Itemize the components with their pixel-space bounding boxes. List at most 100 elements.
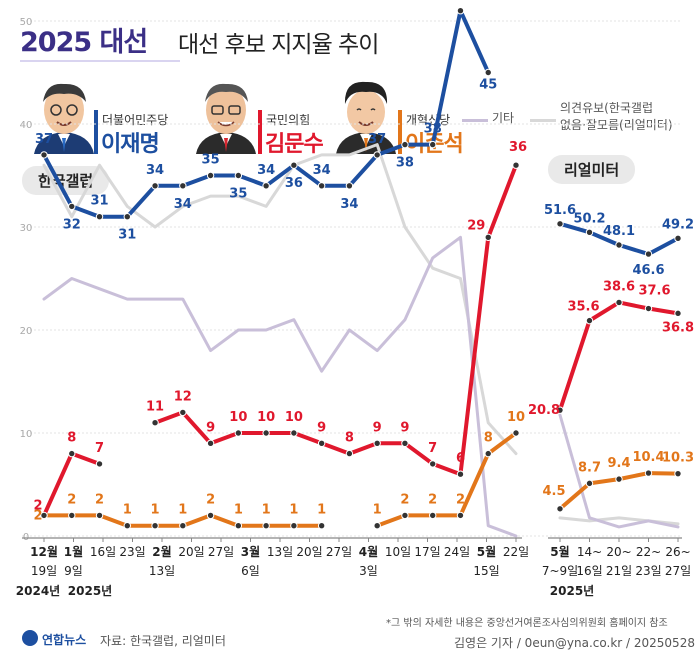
legend-undecided-swatch — [530, 119, 556, 122]
gallup-lee_jm-point-12 — [373, 151, 381, 159]
gallup-x-sublabel-1: 9일 — [64, 564, 83, 578]
gallup-kim-label-0: 2 — [33, 498, 42, 513]
gallup-kim-label-13: 9 — [400, 420, 409, 435]
gallup-kim-point-9 — [290, 429, 298, 437]
gallup-lee_js-label-9: 1 — [289, 503, 298, 518]
gallup-lee_jm-point-4 — [151, 182, 159, 190]
realmeter-kim-point-4 — [674, 309, 682, 318]
kim-color-bar — [258, 110, 262, 154]
lee-jm-color-bar — [94, 110, 98, 154]
title-year: 2025 대선 — [20, 27, 148, 58]
gallup-other-line-0 — [42, 235, 518, 538]
gallup-lee_js-label-15: 2 — [456, 492, 465, 507]
gallup-kim-label-2: 7 — [95, 441, 104, 456]
gallup-kim-point-17 — [512, 161, 520, 169]
gallup-lee_jm-label-11: 34 — [340, 197, 358, 212]
realmeter-lee_js-point-4 — [674, 469, 682, 478]
realmeter-x-sublabel-0: 7~9일 — [542, 564, 578, 578]
gallup-lee_js-point-13 — [401, 511, 409, 520]
realmeter-x-label-2: 20~ — [606, 545, 631, 559]
gallup-kim-point-4 — [151, 419, 159, 427]
realmeter-kim-point-0 — [556, 406, 564, 414]
gallup-x-label-7: 3월 — [241, 544, 260, 559]
gallup-kim-label-6: 9 — [206, 420, 215, 435]
gallup-lee_js-point-14 — [429, 511, 437, 520]
gallup-lee_jm-point-10 — [317, 182, 326, 190]
gallup-lee_js-label-14: 2 — [428, 492, 437, 507]
gallup-kim-label-17: 36 — [509, 140, 527, 155]
legend-undecided-line2: 없음·잘모름(리얼미터) — [560, 118, 673, 132]
realmeter-kim-label-0: 20.8 — [528, 403, 560, 418]
y-tick-40: 40 — [20, 120, 33, 131]
gallup-lee_js-label-7: 1 — [234, 503, 243, 518]
gallup-x-label-8: 13일 — [267, 545, 293, 559]
realmeter-x-label-4: 26~ — [665, 545, 690, 559]
candidate-lee-jm: 이재명 — [101, 132, 160, 157]
gallup-kim-point-10 — [317, 439, 326, 447]
gallup-x-label-16: 22일 — [503, 545, 529, 559]
realmeter-other-line-0 — [558, 413, 680, 529]
gallup-kim-point-6 — [206, 439, 215, 447]
gallup-kim-point-8 — [262, 429, 270, 437]
gallup-kim-point-0 — [40, 511, 48, 520]
gallup-lee_js-point-10 — [317, 522, 326, 530]
gallup-kim-point-2 — [95, 460, 104, 468]
credit-text: 김영은 기자 / 0eun@yna.co.kr / 20250528 — [454, 636, 695, 650]
realmeter-lee_jm-label-2: 48.1 — [603, 224, 635, 239]
realmeter-x-label-1: 14~ — [577, 545, 602, 559]
gallup-lee_jm-label-4: 34 — [146, 163, 164, 178]
gallup-kim-point-1 — [68, 449, 76, 458]
gallup-lee_js-label-2: 2 — [95, 492, 104, 507]
gallup-x-label-9: 20일 — [296, 545, 322, 559]
gallup-lee_js-point-3 — [123, 522, 131, 530]
realmeter-kim-point-2 — [615, 298, 623, 307]
gallup-x-sublabel-4: 13일 — [149, 564, 175, 578]
realmeter-lee_js-label-3: 10.4 — [632, 450, 664, 465]
gallup-x-label-0: 12월 — [30, 544, 58, 559]
gallup-lee_js-label-4: 1 — [151, 503, 160, 518]
realmeter-lee_jm-label-1: 50.2 — [573, 211, 605, 226]
gallup-kim-point-5 — [179, 408, 187, 417]
gallup-lee_js-point-7 — [234, 522, 243, 530]
realmeter-x-label-3: 22~ — [636, 545, 661, 559]
lee-jae-myung-portrait — [34, 83, 94, 154]
section-realmeter: 리얼미터 — [548, 155, 636, 184]
gallup-lee_js-label-6: 2 — [206, 492, 215, 507]
gallup-lee_jm-label-0: 37 — [35, 132, 53, 147]
realmeter-x-sublabel-3: 23일 — [635, 564, 661, 578]
gallup-lee_js-point-4 — [151, 522, 159, 530]
gallup-kim-label-9: 10 — [285, 410, 303, 425]
yonhap-logo-icon — [22, 630, 38, 646]
gallup-lee_jm-point-11 — [345, 182, 354, 190]
gallup-lee_jm-label-8: 34 — [257, 163, 275, 178]
realmeter-lee_jm-point-2 — [615, 241, 623, 249]
gallup-lee_js-label-13: 2 — [400, 492, 409, 507]
gallup-lee_js-label-12: 1 — [373, 503, 382, 518]
gallup-lee_jm-label-12: 37 — [368, 132, 386, 147]
gallup-kim-point-13 — [401, 439, 409, 447]
gallup-kim-label-5: 12 — [174, 389, 192, 404]
legend-other: 기타 — [492, 111, 515, 125]
gallup-lee_js-point-2 — [95, 511, 104, 520]
gallup-lee_js-label-17: 10 — [507, 410, 525, 425]
gallup-lee_jm-point-0 — [40, 151, 48, 159]
gallup-lee_jm-label-5: 34 — [174, 197, 192, 212]
gallup-x-label-4: 2월 — [152, 544, 171, 559]
gallup-lee_js-point-8 — [262, 522, 270, 530]
gallup-lee_jm-point-7 — [234, 171, 243, 180]
gallup-lee_js-point-6 — [206, 511, 215, 520]
y-tick-10: 10 — [20, 429, 33, 440]
gallup-kim-line-1 — [153, 163, 518, 477]
gallup-x-label-10: 27일 — [326, 545, 352, 559]
gallup-lee_jm-point-15 — [456, 7, 465, 15]
gallup-kim-label-11: 8 — [345, 431, 354, 446]
realmeter-lee_js-label-0: 4.5 — [542, 484, 565, 499]
realmeter-kim-point-3 — [644, 304, 653, 313]
realmeter-kim-label-2: 38.6 — [603, 279, 635, 294]
gallup-kim-label-8: 10 — [257, 410, 275, 425]
gallup-lee_js-point-9 — [290, 522, 298, 530]
realmeter-kim-line-0 — [558, 300, 680, 413]
realmeter-lee_js-point-2 — [615, 475, 623, 483]
realmeter-lee_jm-label-4: 49.2 — [662, 217, 694, 232]
